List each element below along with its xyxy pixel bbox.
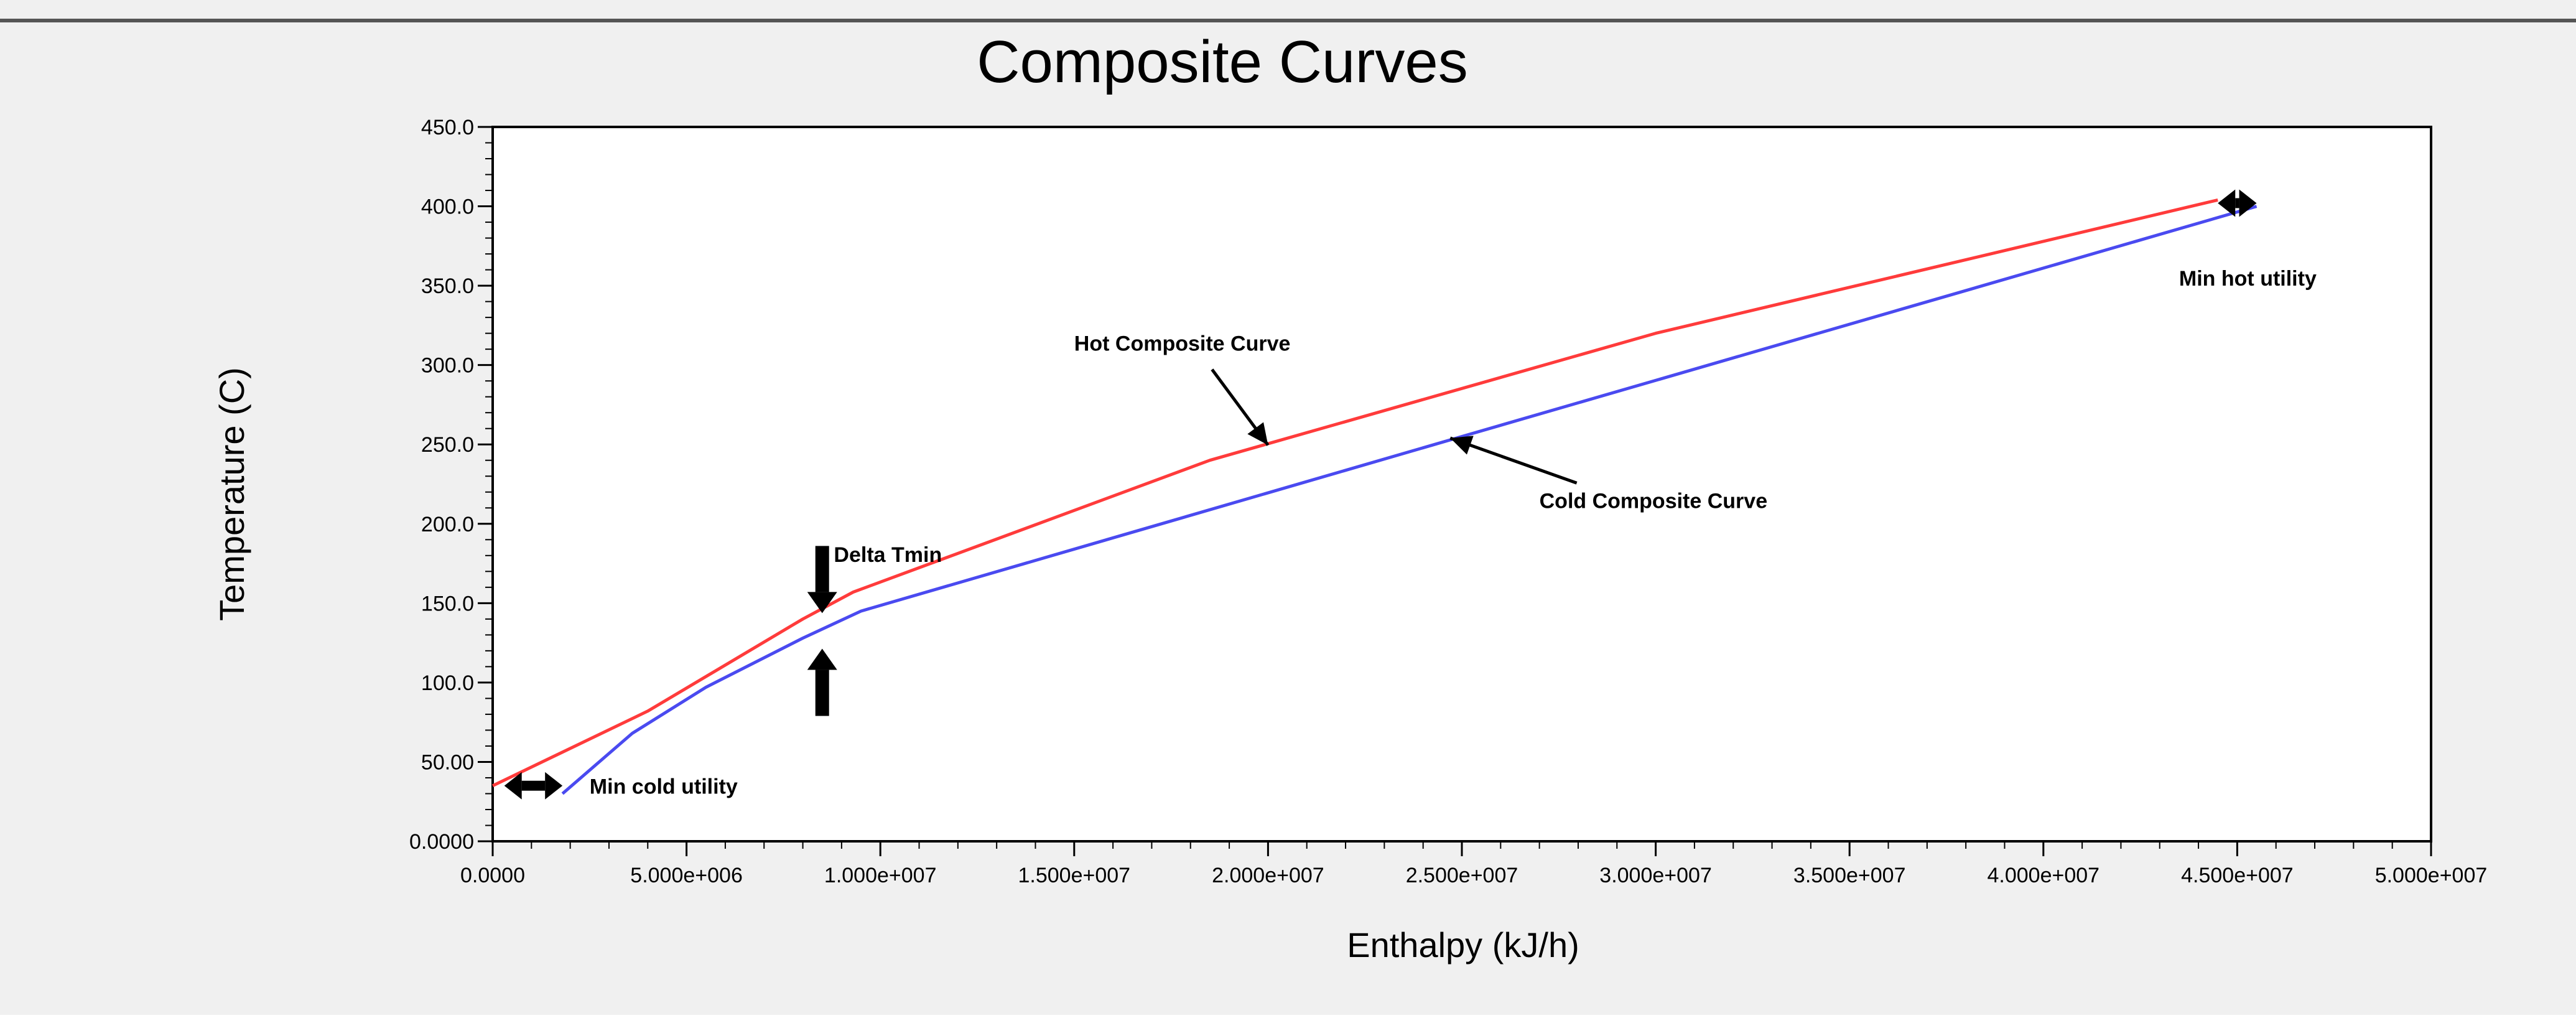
annotation-layer: Hot Composite Curve Cold Composite Curve D… xyxy=(504,189,2317,800)
y-tick-label: 250.0 xyxy=(421,433,474,457)
x-tick-label: 3.500e+007 xyxy=(1793,864,1906,887)
x-axis-label: Enthalpy (kJ/h) xyxy=(1347,925,1579,964)
axis-ticks: 0.0000 5.000e+006 1.000e+007 1.500e+007 2.00… xyxy=(409,116,2487,887)
y-tick-label: 200.0 xyxy=(421,513,474,536)
x-tick-label: 0.0000 xyxy=(460,864,525,887)
hot-curve-arrow-head xyxy=(1247,422,1268,446)
cold-curve-arrow-head xyxy=(1450,436,1474,455)
x-tick-label: 5.000e+006 xyxy=(630,864,743,887)
min-hot-utility-arrow-shaft xyxy=(2235,198,2239,208)
y-tick-label: 50.00 xyxy=(421,750,474,774)
x-tick-label: 1.500e+007 xyxy=(1018,864,1131,887)
x-tick-label: 3.000e+007 xyxy=(1599,864,1712,887)
plot-area xyxy=(491,126,2432,843)
min-hot-utility-arrow-right-head xyxy=(2239,189,2257,217)
y-tick-label: 150.0 xyxy=(421,592,474,615)
cold-composite-curve-line xyxy=(561,205,2257,795)
y-tick-label: 450.0 xyxy=(421,116,474,139)
cold-curve-arrow-shaft xyxy=(1449,436,1578,485)
min-hot-utility-arrow-left-head xyxy=(2218,189,2236,217)
y-axis-label: Temperature (C) xyxy=(212,367,251,621)
y-tick-label: 400.0 xyxy=(421,195,474,219)
x-tick-label: 1.000e+007 xyxy=(824,864,937,887)
min-cold-utility-arrow-shaft xyxy=(521,780,546,791)
hot-composite-curve-line xyxy=(491,198,2218,787)
x-tick-label: 5.000e+007 xyxy=(2375,864,2488,887)
x-tick-label: 2.000e+007 xyxy=(1212,864,1324,887)
delta-tmin-down-arrow-shaft xyxy=(815,546,829,592)
min-hot-utility-label: Min hot utility xyxy=(2179,267,2317,291)
min-cold-utility-label: Min cold utility xyxy=(590,775,738,798)
delta-tmin-up-arrow-shaft xyxy=(815,670,829,716)
min-cold-utility-arrow-right-head xyxy=(545,772,563,800)
delta-tmin-up-arrow-head xyxy=(807,648,837,670)
y-tick-label: 0.0000 xyxy=(409,830,474,854)
x-tick-label: 4.000e+007 xyxy=(1988,864,2100,887)
delta-tmin-down-arrow-head xyxy=(807,592,837,614)
chart-title: Composite Curves xyxy=(977,29,1468,95)
delta-tmin-label: Delta Tmin xyxy=(834,543,942,567)
y-tick-label: 350.0 xyxy=(421,274,474,298)
y-tick-label: 300.0 xyxy=(421,354,474,378)
y-tick-label: 100.0 xyxy=(421,671,474,695)
x-tick-label: 4.500e+007 xyxy=(2181,864,2294,887)
x-tick-label: 2.500e+007 xyxy=(1406,864,1518,887)
series-layer xyxy=(491,198,2257,795)
hot-composite-curve-label: Hot Composite Curve xyxy=(1074,332,1291,356)
min-cold-utility-arrow-left-head xyxy=(504,772,522,800)
cold-composite-curve-label: Cold Composite Curve xyxy=(1540,489,1767,513)
